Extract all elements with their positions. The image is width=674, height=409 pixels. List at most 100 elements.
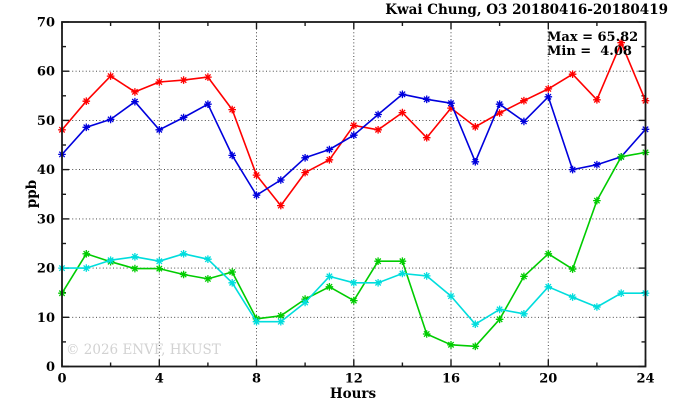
series-cyan-marker: [277, 317, 285, 326]
series-green-marker: [277, 312, 285, 320]
series-blue-marker: [131, 97, 139, 106]
chart-title: Kwai Chung, O3 20180416-20180419: [385, 2, 668, 18]
chart-generated-layer: 0 4 8 12 16 20 24 0 10 20 30 40 50 60 70: [37, 16, 655, 387]
series-cyan-marker: [131, 253, 139, 261]
series-cyan-marker: [544, 283, 553, 291]
series-green-marker: [471, 342, 480, 351]
series-green-line: [61, 151, 646, 348]
x-axis-label: Hours: [330, 386, 377, 402]
series-green-marker: [422, 330, 431, 338]
series-blue-marker: [447, 99, 455, 107]
series-blue-marker: [568, 165, 577, 174]
series-cyan-marker: [374, 279, 382, 287]
series-cyan-marker: [520, 310, 528, 318]
series-red-marker: [131, 88, 139, 96]
series-green-marker: [398, 257, 407, 265]
series-red-marker: [228, 105, 236, 114]
series-green-marker: [155, 264, 164, 273]
y-axis-label: ppb: [24, 180, 40, 208]
series-cyan-marker: [179, 250, 188, 258]
series-green-marker: [374, 257, 382, 265]
y-tick-label: 20: [37, 262, 55, 277]
series-red-marker: [325, 156, 334, 164]
series-cyan-marker: [447, 292, 455, 300]
series-green-marker: [568, 265, 577, 273]
x-tick-label: 0: [57, 372, 66, 387]
series-blue-marker: [422, 95, 431, 104]
min-annotation: Min = 4.08: [547, 44, 632, 59]
series-blue-marker: [301, 154, 309, 162]
series-red-marker: [252, 171, 261, 179]
series-blue-marker: [277, 176, 285, 184]
series-red-marker: [374, 126, 382, 134]
series-green-marker: [179, 270, 188, 279]
series-blue-marker: [228, 151, 236, 160]
series-cyan-marker: [593, 303, 601, 311]
y-tick-label: 70: [37, 16, 55, 31]
series-red-marker: [106, 72, 115, 80]
series-red-marker: [520, 96, 528, 105]
series-cyan-marker: [471, 320, 480, 328]
series-cyan-marker: [495, 305, 504, 314]
series-blue-marker: [155, 126, 164, 134]
series-blue-marker: [593, 160, 601, 169]
series-blue-marker: [350, 131, 358, 139]
series-blue-marker: [520, 117, 528, 126]
x-tick-label: 20: [539, 372, 557, 387]
y-tick-label: 30: [37, 212, 55, 227]
x-tick-label: 24: [636, 372, 654, 387]
series-cyan-marker: [228, 279, 236, 287]
x-tick-label: 4: [155, 372, 164, 387]
y-tick-label: 40: [37, 163, 55, 178]
series-cyan-marker: [617, 289, 625, 297]
x-tick-label: 16: [442, 372, 460, 387]
series-cyan-marker: [204, 255, 212, 263]
series-red-marker: [277, 201, 285, 210]
series-red-marker: [422, 133, 431, 142]
max-annotation: Max = 65.82: [547, 30, 638, 45]
series-green-marker: [325, 283, 334, 291]
y-tick-label: 10: [37, 311, 55, 326]
series-cyan-marker: [155, 257, 164, 265]
series-cyan-marker: [568, 293, 577, 301]
series-red-marker: [179, 76, 188, 84]
series-cyan-marker: [252, 317, 261, 326]
series-red-marker: [447, 104, 455, 112]
x-tick-label: 8: [252, 372, 261, 387]
series-cyan-marker: [422, 272, 431, 280]
series-red-marker: [301, 168, 309, 177]
series-blue-marker: [374, 110, 382, 119]
series-blue-marker: [325, 145, 334, 154]
series-green-marker: [447, 341, 455, 349]
series-red-marker: [398, 108, 407, 117]
series-red-marker: [82, 97, 91, 105]
series-cyan-marker: [398, 269, 407, 278]
series-red-marker: [350, 121, 358, 130]
series-red-marker: [544, 85, 553, 93]
series-red-marker: [617, 38, 625, 47]
series-red-marker: [204, 73, 212, 81]
series-green-marker: [495, 315, 504, 324]
series-blue-marker: [398, 90, 407, 99]
series-green-marker: [228, 268, 236, 276]
series-green-marker: [617, 153, 625, 161]
y-tick-label: 60: [37, 65, 55, 80]
series-green-marker: [350, 296, 358, 305]
series-blue-marker: [179, 113, 188, 122]
series-green-marker: [204, 275, 212, 283]
series-green-marker: [544, 250, 553, 258]
series-green-marker: [82, 250, 91, 258]
series-blue-marker: [495, 100, 504, 108]
watermark: © 2026 ENVF, HKUST: [66, 342, 221, 358]
plot-border: [61, 21, 647, 368]
series-blue-marker: [544, 93, 553, 101]
series-green-marker: [131, 264, 139, 273]
series-red-marker: [471, 123, 480, 131]
series-blue-marker: [204, 100, 212, 108]
series-blue-marker: [82, 123, 91, 132]
series-green-marker: [593, 196, 601, 205]
series-cyan-marker: [301, 298, 309, 307]
x-tick-label: 12: [345, 372, 363, 387]
